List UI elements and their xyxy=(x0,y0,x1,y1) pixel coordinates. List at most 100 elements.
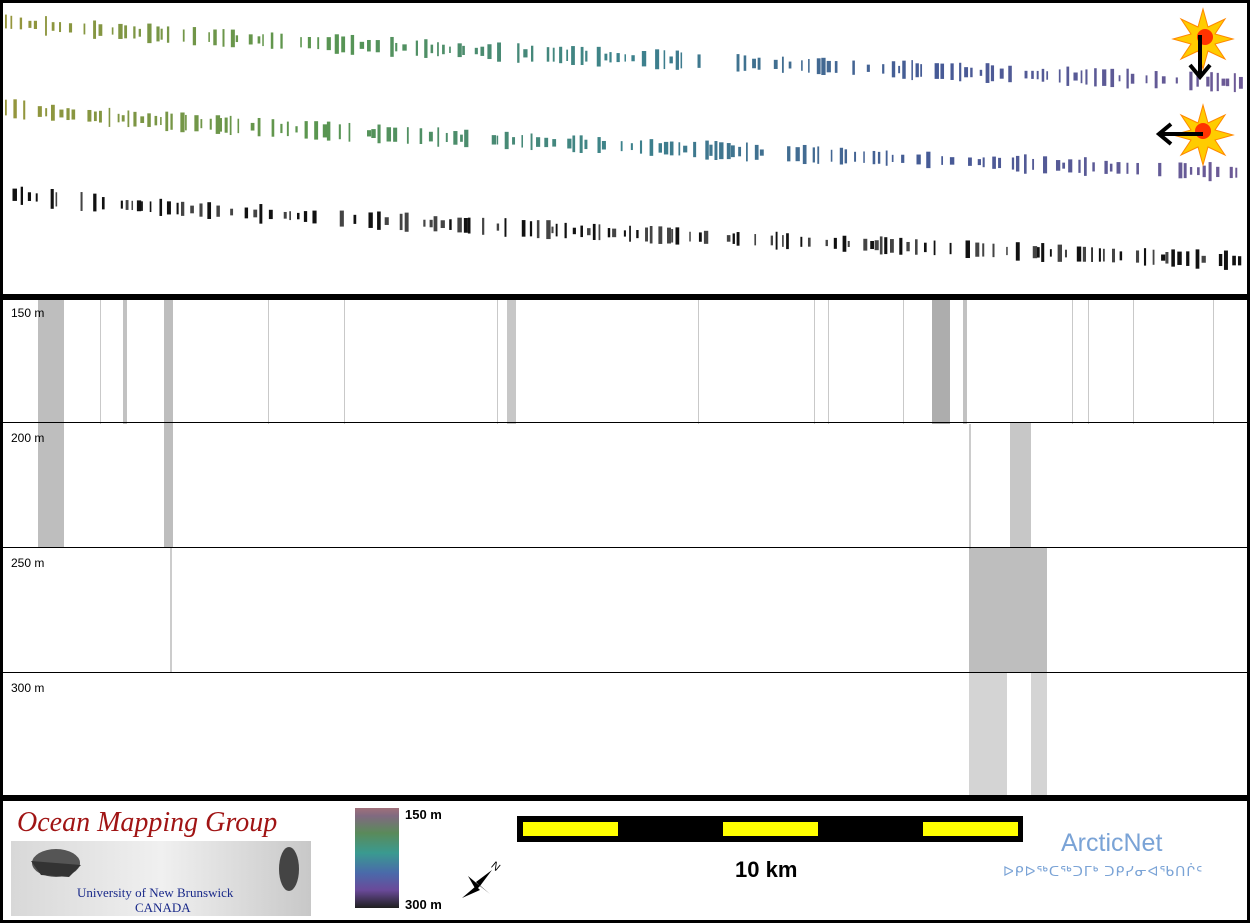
sonar-trace xyxy=(497,300,498,424)
logo-subtitle-university: University of New Brunswick xyxy=(77,885,234,900)
swath-ping xyxy=(491,135,497,145)
swath-ping xyxy=(71,109,76,120)
swath-ping xyxy=(111,27,114,35)
swath-ping xyxy=(1136,162,1139,175)
grid-line xyxy=(3,547,1247,548)
swath-strips xyxy=(5,14,1243,270)
legend-panel: Ocean Mapping Group University of New Br… xyxy=(3,801,1247,920)
swath-ping xyxy=(933,240,936,256)
swath-ping xyxy=(1109,163,1113,172)
swath-ping xyxy=(50,104,55,121)
sonar-trace xyxy=(123,300,127,424)
swath-ping xyxy=(530,45,534,62)
swath-ping xyxy=(544,137,549,148)
swath-ping xyxy=(45,108,48,117)
swath-ping xyxy=(224,117,228,133)
swath-ping xyxy=(375,40,380,53)
swath-ping xyxy=(1237,256,1242,266)
swath-ping xyxy=(1024,70,1028,79)
swath-ping xyxy=(891,154,894,162)
swath-ping xyxy=(359,41,365,49)
swath-ping xyxy=(504,218,507,237)
sonar-trace xyxy=(698,300,699,424)
swath-ping xyxy=(125,200,129,210)
arrow-down-icon xyxy=(1188,35,1212,81)
swath-ping xyxy=(1024,154,1027,174)
swath-ping xyxy=(1118,75,1121,82)
swath-ping xyxy=(812,147,815,163)
swath-ping xyxy=(5,14,7,29)
swath-ping xyxy=(1178,162,1183,179)
arcticnet-logo-text: ArcticNet xyxy=(1061,829,1163,857)
swath-ping xyxy=(504,131,509,150)
swath-ping xyxy=(1116,162,1121,174)
swath-ping xyxy=(497,42,501,62)
swath-ping xyxy=(1235,167,1238,178)
sonar-trace xyxy=(969,547,1047,673)
swath-ping xyxy=(982,243,985,257)
colorbar-bottom-label: 300 m xyxy=(405,897,442,912)
swath-ping xyxy=(429,219,433,228)
swath-ping xyxy=(786,233,789,250)
swath-ping xyxy=(923,242,927,253)
swath-ping xyxy=(1201,255,1206,263)
swath-ping xyxy=(546,47,550,62)
swath-ping xyxy=(705,140,709,160)
arrow-left-icon xyxy=(1155,122,1203,146)
swath-ping xyxy=(1126,162,1129,174)
sonar-trace xyxy=(814,300,815,424)
swath-ping xyxy=(879,236,883,255)
swath-ping xyxy=(1135,250,1140,263)
swath-ping xyxy=(530,133,533,151)
swath-ping xyxy=(709,144,713,156)
swath-ping xyxy=(795,147,800,162)
swath-ping xyxy=(1208,162,1212,182)
swath-ping xyxy=(757,57,761,70)
swath-ping xyxy=(93,111,97,122)
swath-ping xyxy=(754,234,757,246)
swath-ping xyxy=(496,223,500,231)
swath-ping xyxy=(322,124,328,138)
swath-ping xyxy=(719,142,724,160)
swath-ping xyxy=(959,62,962,82)
sonar-trace xyxy=(507,300,516,424)
swath-ping xyxy=(1186,251,1190,266)
swath-ping xyxy=(552,47,555,62)
swath-ping xyxy=(428,131,433,142)
swath-ping xyxy=(68,23,73,33)
swath-ping xyxy=(566,49,569,61)
swath-ping xyxy=(160,117,162,126)
swath-ping xyxy=(250,122,255,131)
swath-ping xyxy=(222,29,225,47)
swath-ping xyxy=(1195,249,1200,269)
swath-ping xyxy=(1049,249,1052,257)
swath-ping xyxy=(870,240,874,250)
sonar-trace xyxy=(1088,300,1089,424)
sonar-trace xyxy=(164,300,173,548)
swath-ping xyxy=(1143,248,1147,266)
swath-ping xyxy=(80,192,83,211)
swath-ping xyxy=(268,209,273,220)
swath-ping xyxy=(98,110,102,123)
swath-ping xyxy=(1015,242,1020,261)
swath-ping xyxy=(1165,252,1169,264)
swath-ping xyxy=(1085,69,1088,85)
swath-ping xyxy=(596,46,601,67)
swath-ping xyxy=(176,202,179,215)
swath-ping xyxy=(1206,76,1210,87)
swath-ping xyxy=(926,151,931,169)
sonar-trace xyxy=(344,300,345,424)
swath-ping xyxy=(571,46,575,65)
swath-ping xyxy=(726,143,731,160)
swath-ping xyxy=(1216,166,1220,178)
swath-ping xyxy=(667,227,671,244)
swath-ping xyxy=(940,63,945,79)
swath-ping xyxy=(825,239,828,247)
swath-ping xyxy=(474,47,478,55)
swath-ping xyxy=(736,54,740,72)
swath-ping xyxy=(898,65,901,74)
swath-ping xyxy=(117,113,120,123)
swath-ping xyxy=(649,226,653,244)
swath-ping xyxy=(609,52,612,63)
swath-ping xyxy=(663,50,666,70)
